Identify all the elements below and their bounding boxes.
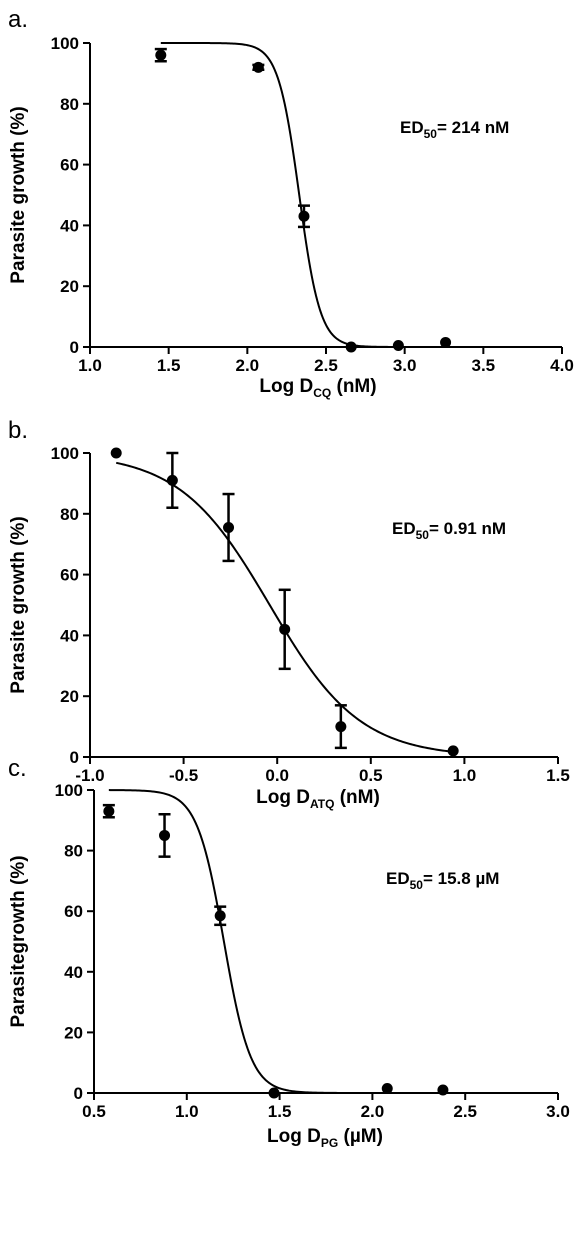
ed50-annotation: ED50= 0.91 nM (392, 519, 506, 542)
panel-label: a. (8, 6, 28, 33)
panel-label: c. (8, 755, 27, 782)
data-point (392, 339, 404, 351)
x-axis-title-main: Log D (256, 787, 310, 808)
panel-label: b. (8, 417, 28, 444)
x-tick-label: 1.0 (453, 766, 477, 785)
x-tick-label: 2.0 (361, 1102, 385, 1121)
chart-panel-3: c. 0 20 40 60 80 100 0.5 1.0 1.5 2.0 2.5 3.0 Log DPG … (8, 755, 570, 1150)
y-tick-label: 100 (51, 34, 79, 53)
data-point (223, 521, 235, 533)
x-tick-label: 2.5 (453, 1102, 477, 1121)
data-point (440, 336, 452, 348)
x-axis-title-unit: (µM) (338, 1126, 383, 1147)
data-point (447, 745, 459, 757)
ed50-annotation: ED50= 15.8 µM (386, 869, 499, 892)
y-tick-label: 0 (74, 1084, 83, 1103)
x-tick-label: 2.5 (314, 356, 338, 375)
y-tick-label: 0 (70, 748, 79, 767)
y-tick-label: 100 (55, 781, 83, 800)
ed50-annotation-value: = 0.91 nM (429, 519, 506, 538)
x-axis-title: Log DCQ (nM) (259, 376, 376, 400)
x-axis-title-main: Log D (267, 1126, 321, 1147)
x-tick-label: -1.0 (75, 766, 104, 785)
y-tick-label: 20 (60, 687, 79, 706)
data-point (335, 721, 347, 733)
ed50-annotation-subscript: 50 (424, 127, 438, 141)
ed50-annotation-value: = 214 nM (437, 118, 509, 137)
data-point (381, 1082, 393, 1094)
x-tick-label: 0.5 (82, 1102, 106, 1121)
y-tick-label: 80 (64, 842, 83, 861)
fit-curve (160, 42, 446, 348)
data-point (298, 210, 310, 222)
x-tick-label: 1.5 (546, 766, 570, 785)
y-tick-label: 0 (70, 338, 79, 357)
fit-curve (108, 789, 443, 1094)
data-point (159, 829, 171, 841)
data-point (214, 910, 226, 922)
x-tick-label: 1.5 (157, 356, 181, 375)
data-point (268, 1087, 280, 1099)
data-point (437, 1084, 449, 1096)
y-tick-label: 60 (60, 566, 79, 585)
data-point (155, 49, 167, 61)
y-axis-title: Parasitegrowth (%) (8, 855, 29, 1027)
x-tick-label: 3.5 (472, 356, 496, 375)
data-point (279, 623, 291, 635)
x-axis-title-subscript: PG (321, 1136, 338, 1150)
y-tick-label: 20 (60, 277, 79, 296)
x-tick-label: 0.5 (359, 766, 383, 785)
ed50-annotation-subscript: 50 (416, 528, 430, 542)
ed50-annotation-value: = 15.8 µM (423, 869, 499, 888)
x-tick-label: 1.0 (175, 1102, 199, 1121)
x-axis-title-subscript: CQ (313, 386, 331, 400)
x-axis-title-main: Log D (259, 376, 313, 397)
ed50-annotation-main: ED (400, 118, 424, 137)
y-tick-label: 80 (60, 505, 79, 524)
x-tick-label: 2.0 (236, 356, 260, 375)
ed50-annotation-subscript: 50 (410, 878, 424, 892)
x-axis-title-unit: (nM) (334, 787, 379, 808)
y-tick-label: 20 (64, 1023, 83, 1042)
data-point (166, 474, 178, 486)
x-tick-label: 1.5 (268, 1102, 292, 1121)
x-axis-title: Log DPG (µM) (267, 1126, 383, 1150)
y-tick-label: 60 (64, 902, 83, 921)
y-tick-label: 40 (60, 626, 79, 645)
data-point (110, 447, 122, 459)
x-axis-title: Log DATQ (nM) (256, 787, 380, 811)
y-tick-label: 60 (60, 156, 79, 175)
y-tick-label: 40 (60, 216, 79, 235)
y-tick-label: 80 (60, 95, 79, 114)
x-tick-label: 4.0 (550, 356, 574, 375)
data-point (103, 805, 115, 817)
x-tick-label: 0.0 (265, 766, 289, 785)
data-point (345, 341, 357, 353)
y-axis-title: Parasite growth (%) (8, 106, 29, 283)
y-axis-title: Parasite growth (%) (8, 516, 29, 693)
data-point (252, 61, 264, 73)
x-tick-label: 3.0 (546, 1102, 570, 1121)
x-tick-label: -0.5 (169, 766, 198, 785)
ed50-annotation-main: ED (392, 519, 416, 538)
x-tick-label: 1.0 (78, 356, 102, 375)
ed50-annotation: ED50= 214 nM (400, 118, 509, 141)
chart-panel-1: a. 0 20 40 60 80 100 1.0 1.5 2.0 2.5 3.0 3.5 4.0 Log D… (8, 6, 574, 400)
y-tick-label: 40 (64, 963, 83, 982)
x-axis-title-unit: (nM) (331, 376, 376, 397)
x-axis-title-subscript: ATQ (310, 797, 334, 811)
x-tick-label: 3.0 (393, 356, 417, 375)
ed50-annotation-main: ED (386, 869, 410, 888)
y-tick-label: 100 (51, 444, 79, 463)
